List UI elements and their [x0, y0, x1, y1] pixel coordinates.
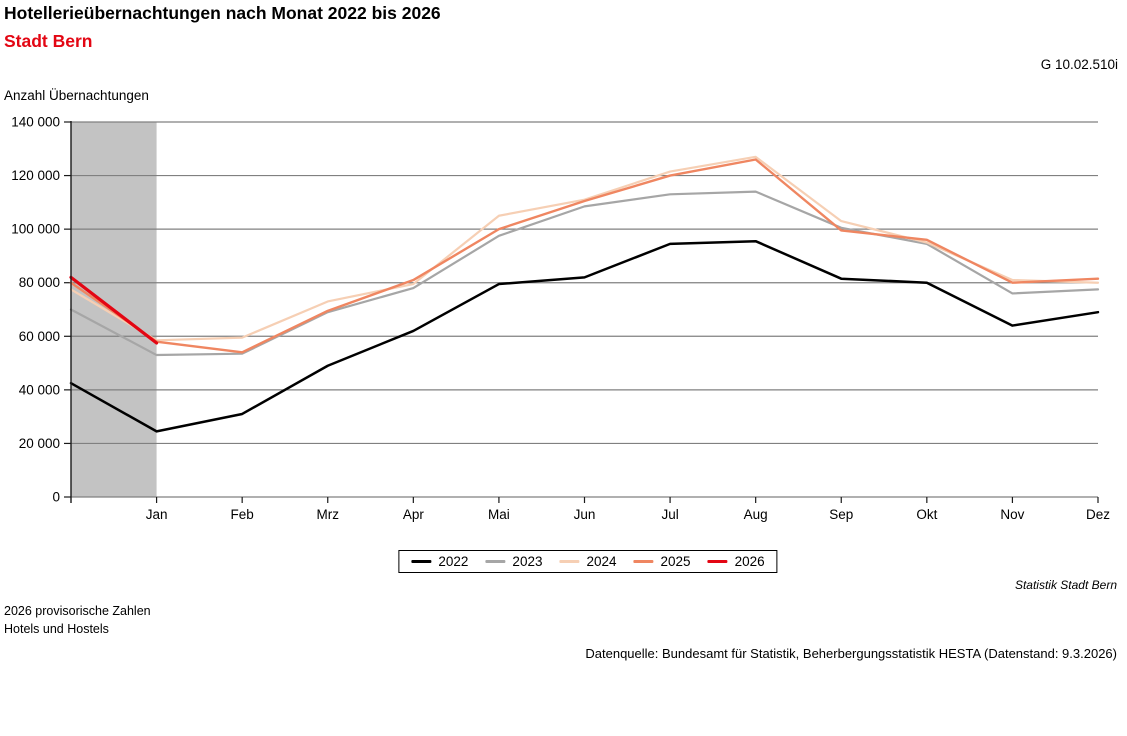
data-source: Datenquelle: Bundesamt für Statistik, Be…	[585, 646, 1117, 661]
y-tick-label: 60 000	[19, 329, 60, 344]
note-provisional: 2026 provisorische Zahlen	[4, 604, 151, 618]
x-tick-label: Nov	[1000, 507, 1024, 522]
x-tick-label: Feb	[231, 507, 254, 522]
legend-item-2023: 2023	[485, 554, 542, 569]
x-tick-label: Aug	[744, 507, 768, 522]
x-tick-label: Mrz	[317, 507, 340, 522]
x-tick-label: Apr	[403, 507, 425, 522]
x-tick-label: Jun	[574, 507, 596, 522]
x-tick-label: Jul	[661, 507, 678, 522]
note-scope: Hotels und Hostels	[4, 622, 109, 636]
legend-swatch-2026	[707, 560, 728, 563]
x-tick-label: Okt	[916, 507, 937, 522]
attribution: Statistik Stadt Bern	[1014, 578, 1117, 592]
legend-item-2022: 2022	[411, 554, 468, 569]
y-tick-label: 80 000	[19, 275, 60, 290]
legend-swatch-2023	[485, 560, 506, 563]
legend-item-2026: 2026	[707, 554, 765, 569]
legend-label-2026: 2026	[734, 554, 765, 569]
legend-label-2025: 2025	[660, 554, 691, 569]
y-tick-label: 100 000	[11, 222, 60, 237]
y-tick-label: 140 000	[11, 115, 60, 130]
y-tick-label: 40 000	[19, 382, 60, 397]
page-subtitle: Stadt Bern	[4, 31, 93, 51]
x-tick-label: Sep	[829, 507, 853, 522]
figure-code: G 10.02.510i	[1040, 57, 1118, 72]
series-line-2022	[69, 239, 1100, 433]
y-tick-label: 120 000	[11, 168, 60, 183]
y-tick-label: 0	[52, 490, 60, 505]
legend-label-2023: 2023	[512, 554, 543, 569]
x-tick-label: Jan	[146, 507, 168, 522]
legend-label-2024: 2024	[586, 554, 617, 569]
y-tick-label: 20 000	[19, 436, 60, 451]
chart-legend: 2022 2023 2024 2025 2026	[398, 550, 778, 573]
legend-swatch-2022	[411, 560, 432, 563]
legend-swatch-2025	[633, 560, 654, 563]
legend-label-2022: 2022	[438, 554, 469, 569]
series-line-2025	[69, 158, 1100, 354]
series-line-2026	[69, 275, 159, 345]
x-tick-label: Dez	[1086, 507, 1110, 522]
x-tick-label: Mai	[488, 507, 510, 522]
legend-item-2024: 2024	[559, 554, 617, 569]
y-axis-title: Anzahl Übernachtungen	[4, 88, 149, 103]
legend-item-2025: 2025	[633, 554, 691, 569]
series-line-2023	[69, 190, 1100, 357]
series-line-2024	[69, 155, 1100, 342]
legend-swatch-2024	[559, 560, 580, 563]
page-title: Hotellerieübernachtungen nach Monat 2022…	[4, 3, 441, 23]
